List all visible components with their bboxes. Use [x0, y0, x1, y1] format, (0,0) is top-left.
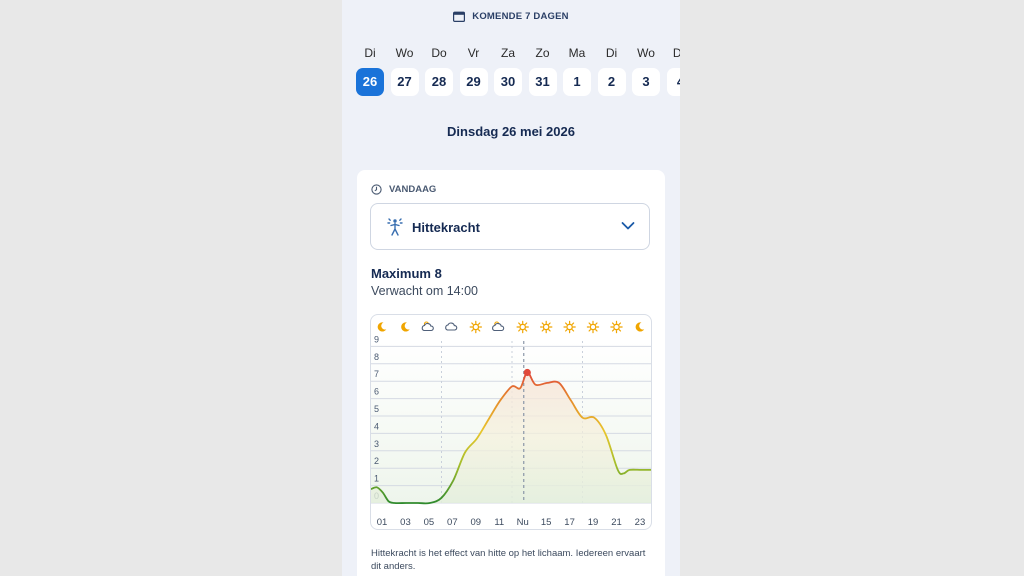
cloud-icon	[445, 322, 458, 331]
y-tick-label: 5	[374, 404, 379, 414]
sun-icon	[586, 320, 600, 334]
x-tick-label: 21	[611, 517, 622, 528]
app-screen: KOMENDE 7 DAGEN Di 26 Wo 27 Do 28 Vr 29 …	[342, 0, 680, 576]
x-tick-label: 17	[564, 517, 575, 528]
weekday-label: Do	[672, 46, 680, 60]
day-item[interactable]: Wo 27	[390, 46, 419, 96]
x-tick-label: 01	[377, 517, 388, 528]
calendar-icon	[453, 11, 466, 22]
day-number: 29	[459, 68, 488, 96]
day-number: 4	[666, 68, 680, 96]
heat-person-icon	[387, 218, 403, 236]
y-tick-label: 9	[374, 334, 379, 344]
weekday-label: Di	[364, 46, 376, 60]
weekday-label: Vr	[467, 46, 480, 60]
x-tick-label: 09	[471, 517, 482, 528]
day-item[interactable]: Ma 1	[563, 46, 591, 96]
day-item[interactable]: Do 28	[425, 46, 453, 96]
dropdown-label: Hittekracht	[412, 220, 480, 235]
y-tick-label: 8	[374, 352, 379, 362]
day-number: 2	[597, 68, 626, 96]
y-tick-label: 1	[374, 474, 379, 484]
y-tick-label: 3	[374, 439, 379, 449]
series-line	[371, 371, 651, 505]
sun-icon	[540, 320, 553, 334]
sun-icon	[563, 320, 576, 334]
day-number: 28	[425, 68, 453, 96]
partly-cloudy-icon	[421, 321, 434, 332]
x-tick-label: 07	[447, 517, 458, 528]
moon-icon	[635, 322, 645, 332]
y-tick-label: 2	[374, 456, 379, 466]
day-item[interactable]: Wo 3	[632, 46, 660, 96]
peak-marker	[523, 368, 531, 377]
day-item[interactable]: Di 26	[356, 46, 384, 96]
weekday-label: Ma	[568, 46, 586, 60]
weekday-label: Di	[605, 46, 618, 60]
x-tick-label: 23	[635, 517, 646, 528]
weekday-label: Wo	[395, 46, 414, 60]
forecast-card: VANDAAG Hittekracht Maximum 8 Verwacht o…	[357, 170, 665, 576]
sun-icon	[469, 320, 483, 334]
chevron-down-icon	[621, 222, 635, 230]
day-selector: Di 26 Wo 27 Do 28 Vr 29 Za 30 Zo 31 Ma 1…	[356, 46, 680, 98]
day-number: 26	[356, 68, 384, 96]
day-number: 1	[563, 68, 591, 96]
weekday-label: Wo	[637, 46, 655, 60]
area-fill	[371, 372, 651, 504]
weekday-label: Zo	[535, 46, 550, 60]
y-tick-label: 4	[374, 421, 379, 431]
moon-icon	[377, 322, 387, 332]
x-tick-label: 03	[400, 517, 411, 528]
day-item[interactable]: Zo 31	[528, 46, 557, 96]
sun-icon	[516, 320, 529, 334]
selected-date-title: Dinsdag 26 mei 2026	[447, 124, 575, 139]
x-tick-label: 11	[494, 517, 504, 528]
week-header: KOMENDE 7 DAGEN	[342, 9, 680, 23]
partly-cloudy-icon	[492, 321, 505, 332]
week-header-label: KOMENDE 7 DAGEN	[472, 10, 569, 22]
day-item[interactable]: Za 30	[494, 46, 522, 96]
maximum-value: Maximum 8	[371, 266, 442, 281]
x-tick-label: 15	[541, 517, 552, 528]
x-tick-label: Nu	[517, 517, 529, 528]
day-item[interactable]: Di 2	[597, 46, 626, 96]
section-label: VANDAAG	[389, 184, 437, 195]
day-number: 27	[390, 68, 419, 96]
y-tick-label: 6	[374, 387, 379, 397]
sun-icon	[610, 320, 623, 334]
weekday-label: Do	[431, 46, 447, 60]
clock-icon	[371, 184, 382, 195]
day-item[interactable]: Do 4	[666, 46, 680, 96]
x-tick-label: 19	[588, 517, 599, 528]
footnote: Hittekracht is het effect van hitte op h…	[371, 548, 646, 572]
day-number: 30	[494, 68, 522, 96]
y-tick-label: 7	[374, 369, 379, 379]
weekday-label: Za	[500, 46, 515, 60]
day-number: 31	[528, 68, 557, 96]
day-item[interactable]: Vr 29	[459, 46, 488, 96]
expected-time: Verwacht om 14:00	[371, 284, 479, 298]
section-header: VANDAAG	[371, 184, 436, 195]
moon-icon	[401, 322, 410, 332]
day-number: 3	[632, 68, 660, 96]
heat-metric-dropdown[interactable]: Hittekracht	[370, 203, 650, 250]
x-tick-label: 05	[424, 517, 435, 528]
